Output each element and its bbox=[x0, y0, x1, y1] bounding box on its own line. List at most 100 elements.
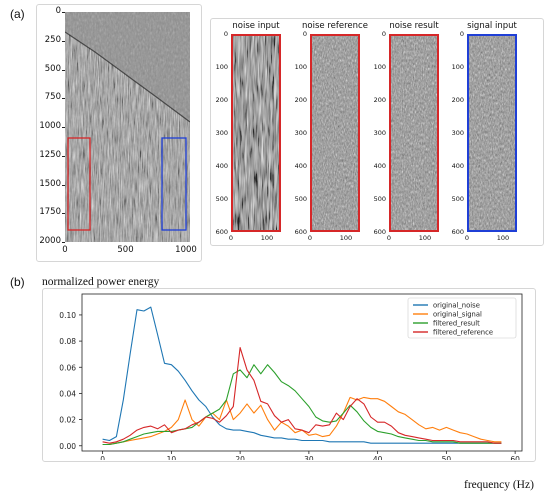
x-tick-label: 0 bbox=[228, 234, 234, 242]
series-line-original-signal bbox=[102, 396, 502, 446]
y-tick-label: 1250 bbox=[39, 149, 61, 160]
y-tick-label: 600 bbox=[373, 228, 386, 236]
panel-title: noise result bbox=[389, 21, 439, 31]
panel-frame bbox=[310, 34, 360, 232]
x-tick-label: 10 bbox=[167, 455, 177, 460]
x-tick-label: 100 bbox=[260, 234, 274, 242]
panel-label-a: (a) bbox=[10, 7, 25, 21]
legend-label: original_signal bbox=[433, 311, 482, 319]
y-tick-label: 400 bbox=[451, 162, 464, 170]
panel-title: signal input bbox=[467, 21, 517, 31]
y-tick-label: 300 bbox=[451, 129, 464, 137]
y-tick-label: 600 bbox=[294, 228, 307, 236]
y-tick-mark bbox=[62, 127, 65, 128]
legend-label: filtered_reference bbox=[433, 329, 493, 337]
y-tick-mark bbox=[62, 69, 65, 71]
x-tick-label: 100 bbox=[496, 234, 510, 242]
series-line-filtered-result bbox=[102, 364, 502, 446]
y-tick-label: 400 bbox=[294, 162, 307, 170]
y-tick-label: 300 bbox=[215, 129, 228, 137]
x-tick-label: 100 bbox=[418, 234, 432, 242]
y-tick-mark bbox=[62, 242, 65, 243]
x-tick-label: 0 bbox=[100, 455, 105, 460]
y-tick-label: 100 bbox=[373, 63, 386, 71]
y-tick-label: 500 bbox=[215, 195, 228, 203]
y-tick-label: 1000 bbox=[39, 121, 61, 131]
y-tick-label: 0 bbox=[381, 30, 386, 38]
y-tick-mark bbox=[62, 213, 65, 215]
panel-frame bbox=[467, 34, 517, 232]
x-tick-label: 0 bbox=[307, 234, 313, 242]
signal-window-box bbox=[161, 137, 187, 231]
x-tick-label: 0 bbox=[62, 245, 68, 255]
y-tick-label: 100 bbox=[451, 63, 464, 71]
legend-label: original_noise bbox=[433, 302, 480, 310]
y-tick-label: 250 bbox=[44, 34, 61, 45]
y-tick-label: 600 bbox=[215, 228, 228, 236]
y-tick-label: 500 bbox=[44, 63, 61, 74]
y-tick-mark bbox=[62, 98, 65, 100]
y-tick-label: 0 bbox=[55, 6, 61, 16]
y-tick-label: 500 bbox=[294, 195, 307, 203]
x-tick-label: 40 bbox=[373, 455, 383, 460]
y-tick-mark bbox=[62, 12, 65, 13]
panel-title: noise reference bbox=[302, 21, 368, 31]
y-tick-label: 0.00 bbox=[59, 442, 76, 451]
x-tick-label: 0 bbox=[386, 234, 392, 242]
y-tick-label: 600 bbox=[451, 228, 464, 236]
y-tick-label: 300 bbox=[373, 129, 386, 137]
x-tick-label: 20 bbox=[235, 455, 245, 460]
spectrum-chart: 0.00 0.02 0.04 0.06 0.08 0.10 0 10 20 30 40 50 60 ori… bbox=[59, 293, 523, 460]
panel-frame bbox=[231, 34, 281, 232]
y-tick-label: 0 bbox=[302, 30, 307, 38]
seismic-section-image bbox=[65, 12, 190, 242]
y-tick-label: 500 bbox=[451, 195, 464, 203]
y-tick-label: 0.10 bbox=[59, 311, 76, 320]
series-line-filtered-reference bbox=[102, 347, 502, 444]
x-tick-label: 60 bbox=[510, 455, 520, 460]
y-axis-label: normalized power energy bbox=[42, 276, 160, 288]
panel-title: noise input bbox=[232, 21, 280, 31]
y-tick-label: 200 bbox=[373, 96, 386, 104]
x-tick-label: 500 bbox=[117, 245, 134, 255]
y-tick-label: 0.02 bbox=[59, 416, 76, 425]
y-tick-label: 750 bbox=[44, 92, 61, 103]
y-tick-label: 400 bbox=[373, 162, 386, 170]
panel-image bbox=[467, 34, 517, 232]
y-tick-label: 200 bbox=[215, 96, 228, 104]
y-tick-label: 400 bbox=[215, 162, 228, 170]
y-tick-label: 2000 bbox=[39, 236, 61, 246]
panel-image bbox=[231, 34, 281, 232]
x-tick-label: 30 bbox=[304, 455, 314, 460]
panel-label-b: (b) bbox=[10, 275, 25, 289]
plot-frame bbox=[81, 293, 523, 452]
y-tick-label: 200 bbox=[294, 96, 307, 104]
y-tick-label: 100 bbox=[215, 63, 228, 71]
y-tick-label: 0 bbox=[459, 30, 464, 38]
y-tick-label: 100 bbox=[294, 63, 307, 71]
y-tick-label: 300 bbox=[294, 129, 307, 137]
y-tick-mark bbox=[62, 155, 65, 157]
legend-box bbox=[407, 297, 517, 339]
panel-image bbox=[310, 34, 360, 232]
panel-image bbox=[389, 34, 439, 232]
legend-label: filtered_result bbox=[433, 320, 480, 328]
y-tick-label: 1500 bbox=[39, 178, 61, 189]
x-axis-label: frequency (Hz) bbox=[464, 479, 534, 491]
x-tick-label: 50 bbox=[442, 455, 452, 460]
series-line-original-noise bbox=[102, 306, 502, 444]
y-tick-label: 200 bbox=[451, 96, 464, 104]
x-tick-label: 0 bbox=[464, 234, 470, 242]
y-tick-label: 0.06 bbox=[59, 363, 76, 372]
y-tick-label: 0 bbox=[223, 30, 228, 38]
y-tick-label: 0.04 bbox=[59, 389, 76, 398]
y-tick-label: 500 bbox=[373, 195, 386, 203]
x-tick-label: 1000 bbox=[175, 245, 197, 255]
noise-window-box bbox=[67, 137, 91, 231]
panel-frame bbox=[389, 34, 439, 232]
x-tick-label: 100 bbox=[339, 234, 353, 242]
y-tick-mark bbox=[62, 40, 65, 42]
y-tick-label: 0.08 bbox=[59, 337, 76, 346]
y-tick-mark bbox=[62, 184, 65, 186]
y-tick-label: 1750 bbox=[39, 207, 61, 218]
